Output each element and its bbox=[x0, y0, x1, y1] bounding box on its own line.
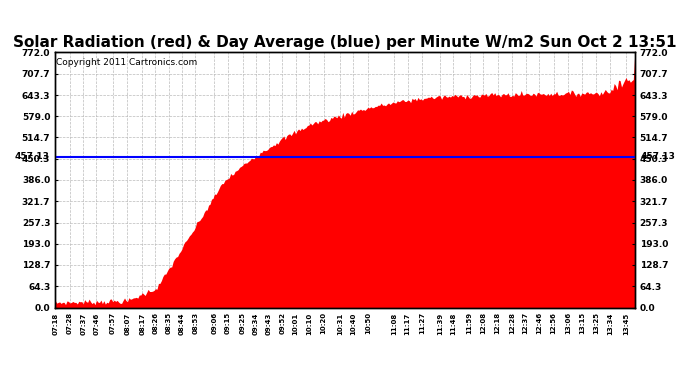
Text: 457.13: 457.13 bbox=[640, 152, 676, 161]
Text: Copyright 2011 Cartronics.com: Copyright 2011 Cartronics.com bbox=[57, 58, 197, 67]
Text: 457.13: 457.13 bbox=[14, 152, 50, 161]
Title: Solar Radiation (red) & Day Average (blue) per Minute W/m2 Sun Oct 2 13:51: Solar Radiation (red) & Day Average (blu… bbox=[13, 35, 677, 50]
